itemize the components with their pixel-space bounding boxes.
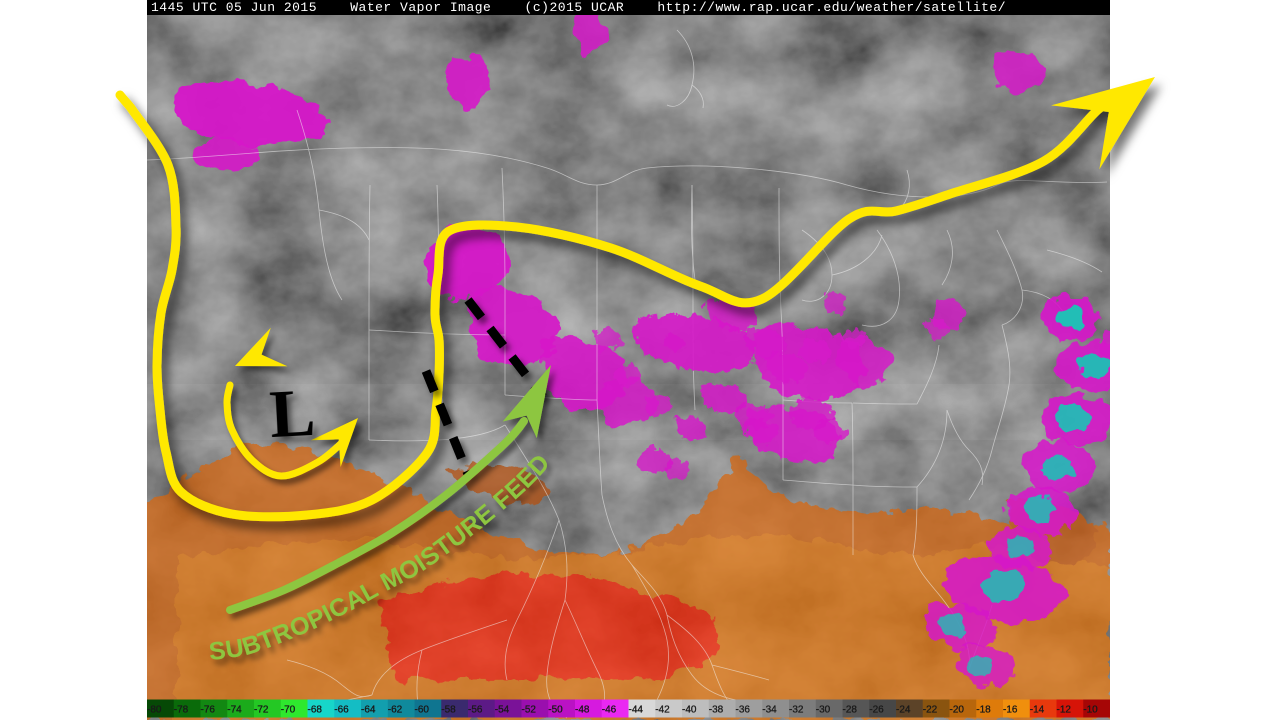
svg-text:-60: -60 bbox=[415, 705, 430, 716]
svg-text:-56: -56 bbox=[468, 705, 483, 716]
svg-text:-46: -46 bbox=[602, 705, 617, 716]
svg-text:-74: -74 bbox=[227, 705, 242, 716]
svg-text:-62: -62 bbox=[388, 705, 403, 716]
svg-text:-38: -38 bbox=[709, 705, 724, 716]
svg-text:-76: -76 bbox=[201, 705, 216, 716]
svg-text:-50: -50 bbox=[548, 705, 563, 716]
svg-text:-64: -64 bbox=[361, 705, 376, 716]
svg-text:-78: -78 bbox=[174, 705, 189, 716]
svg-text:-32: -32 bbox=[789, 705, 804, 716]
svg-text:-16: -16 bbox=[1003, 705, 1018, 716]
svg-text:-70: -70 bbox=[281, 705, 296, 716]
svg-text:-12: -12 bbox=[1057, 705, 1072, 716]
svg-text:-52: -52 bbox=[522, 705, 537, 716]
svg-text:-22: -22 bbox=[923, 705, 938, 716]
svg-text:-10: -10 bbox=[1083, 705, 1098, 716]
svg-text:-40: -40 bbox=[682, 705, 697, 716]
svg-text:-28: -28 bbox=[843, 705, 858, 716]
svg-text:-20: -20 bbox=[950, 705, 965, 716]
svg-text:-68: -68 bbox=[308, 705, 323, 716]
svg-text:-80: -80 bbox=[147, 705, 162, 716]
svg-text:-58: -58 bbox=[441, 705, 456, 716]
svg-text:-34: -34 bbox=[762, 705, 777, 716]
svg-text:-24: -24 bbox=[896, 705, 911, 716]
svg-text:-66: -66 bbox=[334, 705, 349, 716]
svg-text:-54: -54 bbox=[495, 705, 510, 716]
svg-text:-42: -42 bbox=[655, 705, 670, 716]
svg-text:-72: -72 bbox=[254, 705, 269, 716]
svg-text:-18: -18 bbox=[976, 705, 991, 716]
svg-text:-26: -26 bbox=[869, 705, 884, 716]
svg-text:-14: -14 bbox=[1030, 705, 1045, 716]
svg-text:-36: -36 bbox=[736, 705, 751, 716]
svg-text:-48: -48 bbox=[575, 705, 590, 716]
svg-text:-44: -44 bbox=[629, 705, 644, 716]
svg-text:-30: -30 bbox=[816, 705, 831, 716]
